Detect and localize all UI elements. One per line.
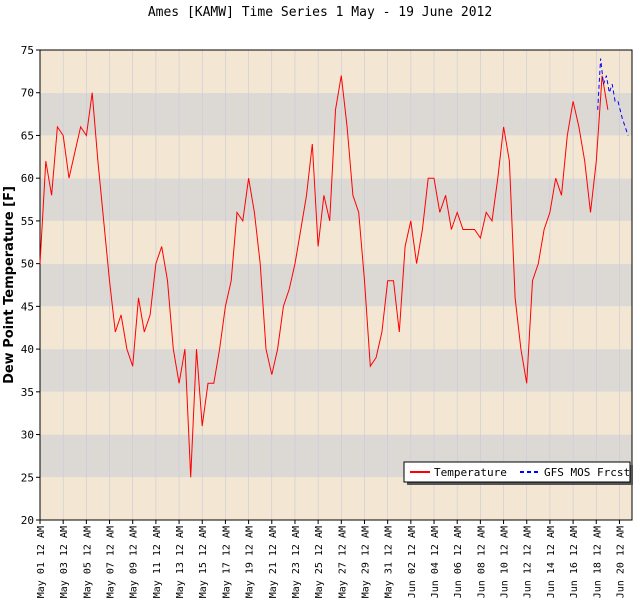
- x-tick-label: May 03 12 AM: [59, 526, 70, 598]
- legend-label: GFS MOS Frcst: [544, 466, 630, 479]
- grid-band: [40, 92, 632, 136]
- x-tick-label: Jun 20 12 AM: [615, 526, 626, 598]
- series-line: [597, 58, 629, 136]
- grid-band: [40, 349, 632, 392]
- x-tick-label: Jun 16 12 AM: [569, 526, 580, 598]
- x-tick-label: May 29 12 AM: [360, 526, 371, 598]
- x-tick-label: Jun 10 12 AM: [500, 526, 511, 598]
- y-tick-label: 45: [21, 300, 34, 313]
- grid-band: [40, 263, 632, 307]
- x-tick-label: May 17 12 AM: [221, 526, 232, 598]
- legend-box: [403, 461, 631, 483]
- grid-band: [40, 178, 632, 221]
- y-tick-label: 70: [21, 87, 34, 100]
- x-tick-label: May 09 12 AM: [129, 526, 140, 598]
- plot-frame: [39, 49, 633, 521]
- y-axis-label: Dew Point Temperature [F]: [2, 186, 17, 384]
- x-tick-label: Jun 06 12 AM: [453, 526, 464, 598]
- x-tick-label: May 23 12 AM: [291, 526, 302, 598]
- y-tick-label: 30: [21, 429, 34, 442]
- y-tick-label: 75: [21, 44, 34, 57]
- x-tick-label: May 31 12 AM: [384, 526, 395, 598]
- grid-band: [40, 135, 632, 179]
- x-tick-label: Jun 04 12 AM: [430, 526, 441, 598]
- legend-label: Temperature: [434, 466, 507, 479]
- y-tick-label: 65: [21, 129, 34, 142]
- x-tick-label: Jun 08 12 AM: [476, 526, 487, 598]
- y-tick-label: 20: [21, 514, 34, 527]
- y-tick-label: 25: [21, 471, 34, 484]
- y-tick-label: 50: [21, 258, 34, 271]
- x-tick-label: May 07 12 AM: [106, 526, 117, 598]
- x-tick-label: May 27 12 AM: [337, 526, 348, 598]
- x-tick-label: May 13 12 AM: [175, 526, 186, 598]
- x-tick-label: May 19 12 AM: [245, 526, 256, 598]
- x-tick-label: May 01 12 AM: [36, 526, 47, 598]
- y-tick-label: 55: [21, 215, 34, 228]
- grid-band: [40, 391, 632, 435]
- x-tick-label: Jun 02 12 AM: [407, 526, 418, 598]
- x-tick-label: Jun 18 12 AM: [592, 526, 603, 598]
- y-tick-label: 40: [21, 343, 34, 356]
- x-tick-label: May 25 12 AM: [314, 526, 325, 598]
- x-tick-label: May 11 12 AM: [152, 526, 163, 598]
- series-line: [39, 75, 609, 478]
- x-tick-label: May 05 12 AM: [82, 526, 93, 598]
- grid-band: [40, 50, 632, 93]
- x-tick-label: May 15 12 AM: [198, 526, 209, 598]
- y-tick-label: 35: [21, 386, 34, 399]
- x-tick-label: Jun 14 12 AM: [546, 526, 557, 598]
- grid-band: [40, 220, 632, 264]
- chart-title: Ames [KAMW] Time Series 1 May - 19 June …: [148, 5, 492, 20]
- x-tick-label: May 21 12 AM: [268, 526, 279, 598]
- y-tick-label: 60: [21, 172, 34, 185]
- grid-band: [40, 306, 632, 350]
- x-tick-label: Jun 12 12 AM: [523, 526, 534, 598]
